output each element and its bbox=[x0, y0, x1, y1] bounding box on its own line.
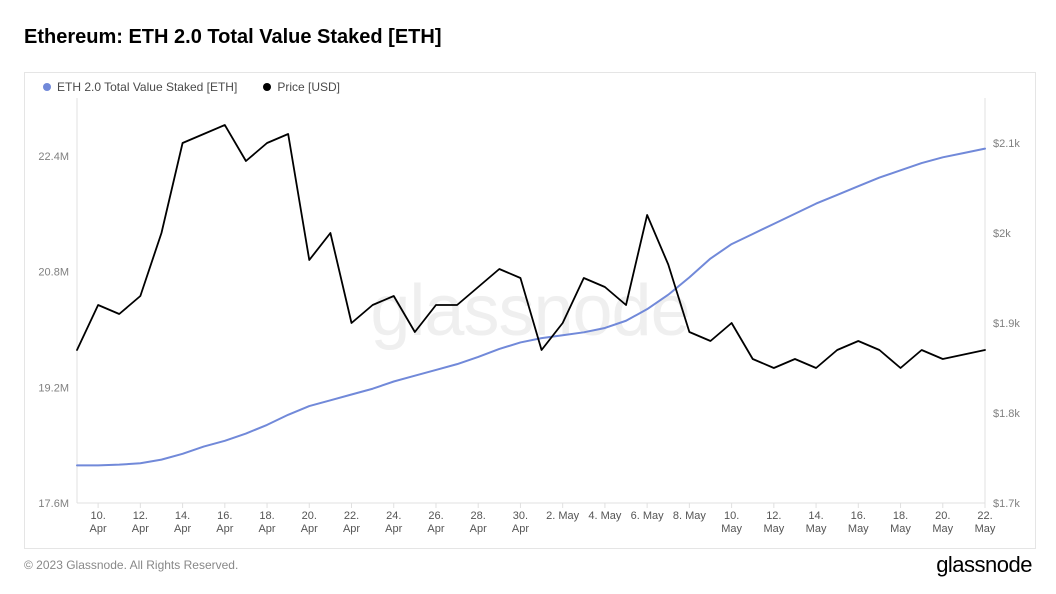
x-tick-label: 22. bbox=[977, 510, 992, 522]
x-tick-label: 14. bbox=[175, 510, 190, 522]
line-staked bbox=[77, 149, 985, 466]
x-tick-label: 16. bbox=[217, 510, 232, 522]
glassnode-logo: glassnode bbox=[936, 552, 1032, 578]
x-tick-label-2: May bbox=[721, 523, 742, 535]
x-tick-label: 6. May bbox=[631, 510, 665, 522]
chart-svg: 17.6M 19.2M 20.8M 22.4M $1.7k $1.8k $1.9k $2k $2… bbox=[25, 73, 1035, 548]
y-right-tick-label: $1.8k bbox=[993, 408, 1020, 420]
x-tick-label-2: May bbox=[806, 523, 827, 535]
x-tick-label-2: Apr bbox=[174, 523, 191, 535]
chart-container: ETH 2.0 Total Value Staked [ETH] Price [… bbox=[24, 72, 1036, 549]
y-right-tick-label: $1.9k bbox=[993, 318, 1020, 330]
x-tick-label-2: Apr bbox=[427, 523, 444, 535]
y-left-tick-label: 17.6M bbox=[38, 498, 69, 510]
y-left-tick-label: 22.4M bbox=[38, 151, 69, 163]
x-tick-label-2: Apr bbox=[216, 523, 233, 535]
x-tick-label: 14. bbox=[808, 510, 823, 522]
x-tick-label-2: Apr bbox=[385, 523, 402, 535]
x-tick-label: 26. bbox=[428, 510, 443, 522]
x-tick-label: 12. bbox=[766, 510, 781, 522]
x-tick-label: 18. bbox=[259, 510, 274, 522]
x-tick-label: 4. May bbox=[588, 510, 622, 522]
x-tick-label-2: Apr bbox=[258, 523, 275, 535]
x-tick-label: 10. bbox=[724, 510, 739, 522]
x-tick-label: 30. bbox=[513, 510, 528, 522]
x-tick-label-2: Apr bbox=[301, 523, 318, 535]
y-right-tick-label: $1.7k bbox=[993, 498, 1020, 510]
x-tick-label: 16. bbox=[851, 510, 866, 522]
x-tick-label-2: May bbox=[763, 523, 784, 535]
x-tick-label-2: Apr bbox=[90, 523, 107, 535]
x-tick-label-2: May bbox=[890, 523, 911, 535]
y-right-tick-label: $2k bbox=[993, 228, 1011, 240]
x-tick-label: 22. bbox=[344, 510, 359, 522]
y-right-tick-label: $2.1k bbox=[993, 138, 1020, 150]
line-price bbox=[77, 125, 985, 368]
copyright-text: © 2023 Glassnode. All Rights Reserved. bbox=[24, 558, 238, 572]
y-left-tick-label: 19.2M bbox=[38, 382, 69, 394]
x-tick-label-2: Apr bbox=[132, 523, 149, 535]
x-tick-label: 12. bbox=[133, 510, 148, 522]
x-tick-label-2: May bbox=[975, 523, 996, 535]
x-tick-label-2: Apr bbox=[343, 523, 360, 535]
x-tick-label: 8. May bbox=[673, 510, 707, 522]
x-tick-label: 28. bbox=[471, 510, 486, 522]
page-title: Ethereum: ETH 2.0 Total Value Staked [ET… bbox=[24, 26, 442, 49]
x-tick-label-2: May bbox=[848, 523, 869, 535]
x-tick-label: 2. May bbox=[546, 510, 580, 522]
x-tick-label: 18. bbox=[893, 510, 908, 522]
x-tick-label: 20. bbox=[935, 510, 950, 522]
x-tick-label-2: Apr bbox=[470, 523, 487, 535]
x-tick-label: 20. bbox=[302, 510, 317, 522]
x-tick-label-2: Apr bbox=[512, 523, 529, 535]
x-tick-label-2: May bbox=[932, 523, 953, 535]
x-tick-label: 10. bbox=[90, 510, 105, 522]
x-tick-label: 24. bbox=[386, 510, 401, 522]
y-left-tick-label: 20.8M bbox=[38, 267, 69, 279]
